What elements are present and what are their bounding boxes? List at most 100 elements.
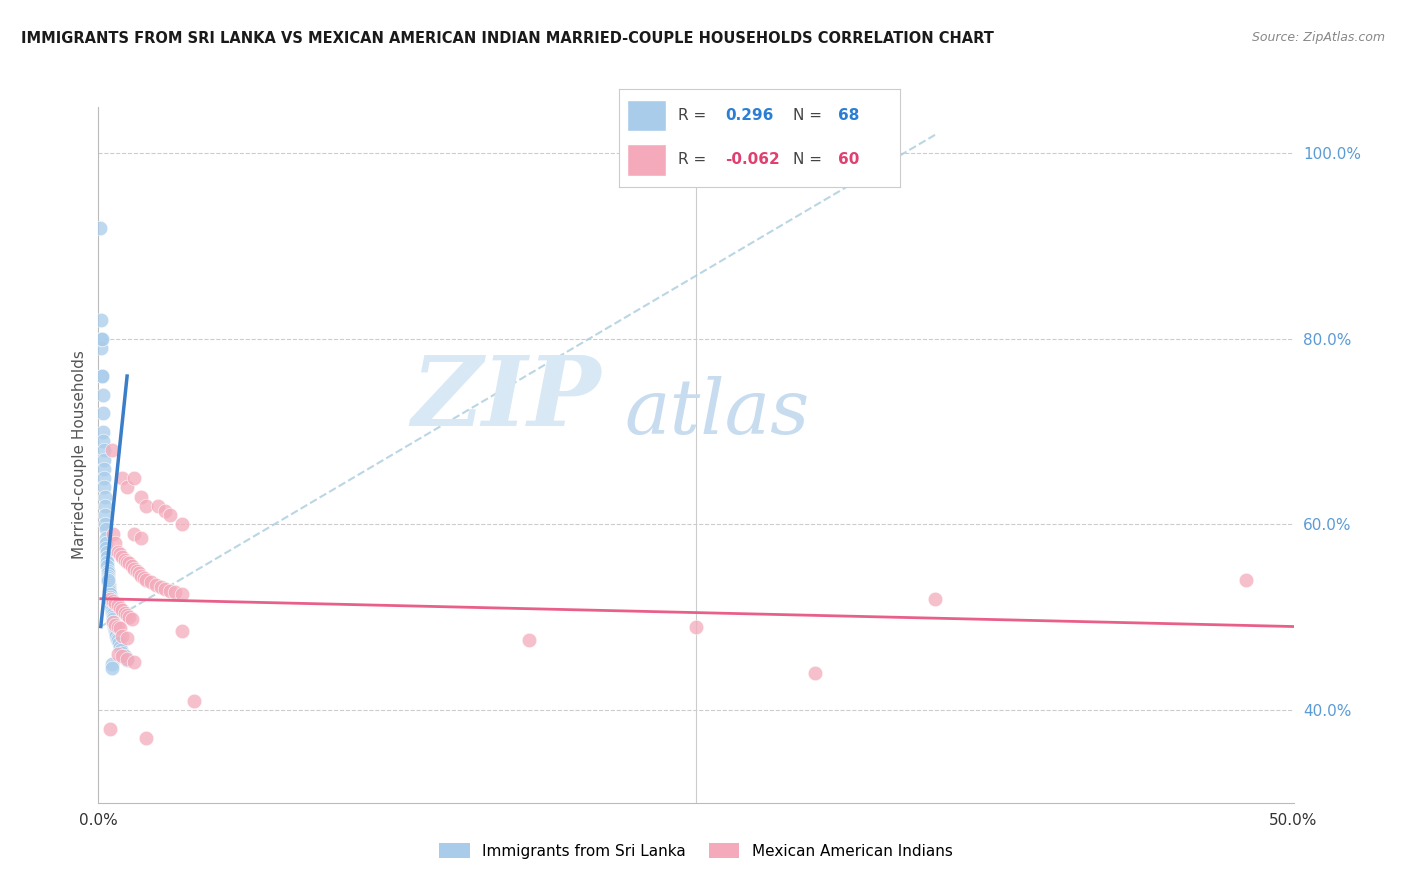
Point xyxy=(111,629,134,643)
Point xyxy=(115,631,138,645)
Point xyxy=(98,591,122,606)
Point xyxy=(105,632,128,646)
Point xyxy=(135,499,157,513)
Point xyxy=(124,526,146,541)
Point xyxy=(93,490,115,504)
Point xyxy=(100,595,122,609)
Y-axis label: Married-couple Households: Married-couple Households xyxy=(72,351,87,559)
Point xyxy=(108,640,131,654)
Point xyxy=(100,657,122,671)
Point xyxy=(108,601,131,615)
Point xyxy=(155,503,177,517)
Point xyxy=(108,621,131,635)
Point xyxy=(101,526,124,541)
Point xyxy=(110,642,132,657)
Point xyxy=(104,536,127,550)
Point xyxy=(104,621,127,635)
Point xyxy=(163,585,186,599)
Point xyxy=(804,665,827,680)
Point xyxy=(107,619,129,633)
Point xyxy=(90,332,112,346)
Legend: Immigrants from Sri Lanka, Mexican American Indians: Immigrants from Sri Lanka, Mexican Ameri… xyxy=(433,837,959,864)
Text: -0.062: -0.062 xyxy=(725,153,780,168)
Point xyxy=(101,593,124,607)
Point xyxy=(104,617,127,632)
Point xyxy=(139,574,162,589)
Point xyxy=(124,655,146,669)
Point xyxy=(96,555,118,569)
Point xyxy=(131,568,153,582)
Point xyxy=(121,612,143,626)
Point xyxy=(135,573,157,587)
Point xyxy=(172,517,194,532)
Point xyxy=(98,587,121,601)
Point xyxy=(94,541,117,555)
Point xyxy=(118,557,141,571)
Point xyxy=(111,649,134,664)
Point xyxy=(97,578,120,592)
Point xyxy=(101,661,124,675)
Point xyxy=(107,545,129,559)
Point xyxy=(924,591,946,606)
Point xyxy=(94,522,117,536)
Text: IMMIGRANTS FROM SRI LANKA VS MEXICAN AMERICAN INDIAN MARRIED-COUPLE HOUSEHOLDS C: IMMIGRANTS FROM SRI LANKA VS MEXICAN AME… xyxy=(21,31,994,46)
Point xyxy=(159,584,181,599)
Point xyxy=(97,573,120,587)
Bar xyxy=(627,100,666,131)
Point xyxy=(93,480,115,494)
Point xyxy=(101,607,124,622)
Point xyxy=(104,626,127,640)
Point xyxy=(155,582,177,597)
Point xyxy=(1234,573,1257,587)
Text: N =: N = xyxy=(793,153,823,168)
Bar xyxy=(627,145,666,176)
Point xyxy=(131,532,153,546)
Point xyxy=(97,573,120,587)
Point xyxy=(101,615,124,629)
Point xyxy=(149,580,172,594)
Point xyxy=(91,369,114,384)
Point xyxy=(98,722,122,736)
Point xyxy=(114,553,136,567)
Point xyxy=(96,559,118,574)
Point xyxy=(148,499,170,513)
Point xyxy=(98,584,121,599)
Point xyxy=(107,633,129,648)
Point xyxy=(685,619,707,633)
Text: 0.296: 0.296 xyxy=(725,108,773,123)
Point xyxy=(93,462,115,476)
Point xyxy=(96,566,118,580)
Point xyxy=(97,580,120,594)
Text: ZIP: ZIP xyxy=(411,352,600,446)
Point xyxy=(124,471,146,485)
Point xyxy=(90,313,112,327)
Point xyxy=(115,652,138,666)
Point xyxy=(107,598,129,612)
Point xyxy=(108,547,131,561)
Point xyxy=(115,653,138,667)
Point xyxy=(105,629,128,643)
Point xyxy=(111,646,134,660)
Text: R =: R = xyxy=(678,153,706,168)
Point xyxy=(91,434,114,448)
Point xyxy=(100,597,122,611)
Point xyxy=(101,606,124,620)
Point xyxy=(115,608,138,623)
Point xyxy=(124,562,146,576)
Point xyxy=(97,568,120,582)
Point xyxy=(111,549,134,564)
Text: Source: ZipAtlas.com: Source: ZipAtlas.com xyxy=(1251,31,1385,45)
Text: atlas: atlas xyxy=(624,376,810,450)
Point xyxy=(103,615,125,629)
Text: R =: R = xyxy=(678,108,706,123)
Point xyxy=(90,332,112,346)
Point xyxy=(115,555,138,569)
Point xyxy=(91,369,114,384)
Point xyxy=(104,596,127,610)
Point xyxy=(91,406,114,420)
Point xyxy=(90,341,112,355)
Point xyxy=(103,612,125,626)
Point xyxy=(101,603,124,617)
Point xyxy=(517,633,540,648)
Point xyxy=(132,571,155,585)
